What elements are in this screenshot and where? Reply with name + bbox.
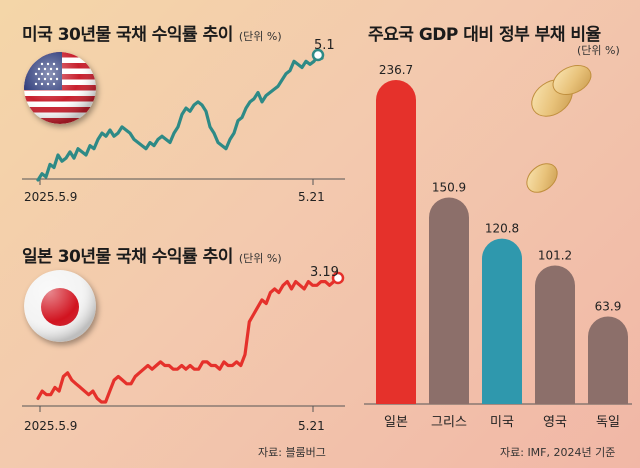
bar-category-label-2: 미국 xyxy=(490,415,514,430)
bar-series: 236.7 일본 150.9 그리스 120.8 미국 101.2 영국 63.9 독일 xyxy=(376,63,628,430)
source-bloomberg: 자료: 블룸버그 xyxy=(258,446,326,459)
bar-3 xyxy=(535,265,575,404)
japan-flag-icon xyxy=(24,270,96,342)
us-chart-unit: (단위 %) xyxy=(238,30,282,43)
bar-category-label-4: 독일 xyxy=(596,415,620,430)
bar-1 xyxy=(429,197,469,404)
us-chart-title: 미국 30년물 국채 수익률 추이 (단위 %) xyxy=(22,20,282,45)
bar-value-label-2: 120.8 xyxy=(485,222,519,236)
us-yield-line-chart: 2025.5.9 5.21 5.1 xyxy=(22,38,345,204)
us-chart-title-text: 미국 30년물 국채 수익률 추이 xyxy=(22,25,233,45)
bar-value-label-3: 101.2 xyxy=(538,248,572,262)
bar-category-label-0: 일본 xyxy=(384,415,408,430)
us-series xyxy=(36,48,325,182)
jp-last-point xyxy=(331,271,345,285)
jp-chart-title-text: 일본 30년물 국채 수익률 추이 xyxy=(22,247,233,267)
bar-category-label-1: 그리스 xyxy=(431,415,467,430)
jp-start-label: 2025.5.9 xyxy=(24,419,77,433)
bar-2 xyxy=(482,238,522,404)
bar-value-label-0: 236.7 xyxy=(379,63,413,77)
jp-last-value-label: 3.19 xyxy=(310,265,339,280)
us-flag-icon xyxy=(24,52,96,124)
coins-icon xyxy=(526,64,592,193)
jp-series xyxy=(36,271,345,404)
jp-end-label: 5.21 xyxy=(298,419,325,433)
debt-chart-panel: 주요국 GDP 대비 정부 부채 비율 (단위 %) 236.7 일본 150.9 그… xyxy=(352,0,640,468)
us-last-value-label: 5.1 xyxy=(314,38,335,53)
yield-charts-panel: 미국 30년물 국채 수익률 추이 (단위 %) xyxy=(22,20,345,459)
jp-chart-unit: (단위 %) xyxy=(238,252,282,265)
bar-category-label-3: 영국 xyxy=(543,415,567,430)
us-yield-line xyxy=(36,53,324,182)
bar-0 xyxy=(376,80,416,404)
debt-chart-unit: (단위 %) xyxy=(577,44,620,57)
bar-value-label-4: 63.9 xyxy=(595,300,622,314)
us-last-point xyxy=(311,48,325,62)
bar-value-label-1: 150.9 xyxy=(432,180,466,194)
debt-chart-title: 주요국 GDP 대비 정부 부채 비율 xyxy=(368,25,601,45)
us-start-label: 2025.5.9 xyxy=(24,190,77,204)
source-imf: 자료: IMF, 2024년 기준 xyxy=(500,446,616,459)
jp-yield-line xyxy=(36,276,340,404)
bar-4 xyxy=(588,316,628,404)
jp-yield-line-chart: 2025.5.9 5.21 3.19 xyxy=(22,265,345,433)
us-end-label: 5.21 xyxy=(298,190,325,204)
jp-chart-title: 일본 30년물 국채 수익률 추이 (단위 %) xyxy=(22,242,282,267)
debt-bar-chart: 236.7 일본 150.9 그리스 120.8 미국 101.2 영국 63.9 독일 xyxy=(364,63,632,430)
